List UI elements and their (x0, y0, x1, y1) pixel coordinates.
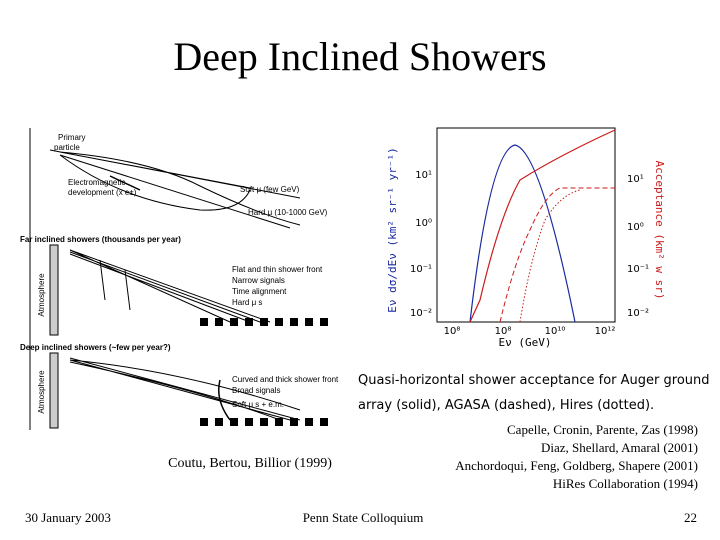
y-tick-label: 10¹ (415, 170, 432, 181)
y-axis-label: Eν dσ/dEν (km² sr⁻¹ yr⁻¹) (386, 147, 399, 313)
heading: Deep inclined showers (~few per year?) (20, 343, 171, 352)
y2-tick-label: 10⁰ (627, 222, 644, 233)
y-tick-label: 10⁰ (415, 218, 432, 229)
y2-tick-label: 10⁻¹ (627, 264, 649, 275)
label: Primary (58, 133, 86, 142)
label: Time alignment (232, 287, 287, 296)
citation: HiRes Collaboration (1994) (553, 476, 698, 491)
footer-venue: Penn State Colloquium (303, 510, 424, 525)
label: Soft μ s + e.m. (232, 400, 284, 409)
label: Electromagnetic (68, 178, 125, 187)
x-tick-label: 10⁸ (495, 326, 512, 337)
caption: array (solid), AGASA (dashed), Hires (do… (358, 398, 654, 413)
label: Hard μ s (232, 298, 262, 307)
slide-title: Deep Inclined Showers (173, 34, 546, 79)
plot (436, 127, 616, 323)
page-number: 22 (684, 510, 697, 525)
citation: Capelle, Cronin, Parente, Zas (1998) (507, 422, 698, 437)
x-tick-label: 10⁸ (444, 326, 461, 337)
label: Hard μ (10-1000 GeV) (248, 208, 328, 217)
y-tick-label: 10⁻¹ (410, 264, 432, 275)
citation: Anchordoqui, Feng, Goldberg, Shapere (20… (455, 458, 698, 473)
label: Narrow signals (232, 276, 285, 285)
label: Broad signals (232, 386, 280, 395)
label: particle (54, 143, 80, 152)
heading: Far inclined showers (thousands per year… (20, 235, 181, 244)
label: development (x e±) (68, 188, 137, 197)
y2-axis-label: Acceptance (km² w sr) (653, 160, 666, 299)
label: Soft μ (few GeV) (240, 185, 300, 194)
citation: Diaz, Shellard, Amaral (2001) (541, 440, 698, 455)
detectors (200, 318, 328, 426)
x-tick-label: 10¹² (595, 326, 616, 337)
x-axis-label: Eν (GeV) (499, 336, 552, 349)
y2-tick-label: 10¹ (627, 174, 644, 185)
y2-tick-label: 10⁻² (627, 308, 649, 319)
shower-diagram (29, 128, 301, 430)
label: Atmosphere (37, 273, 46, 317)
label: Curved and thick shower front (232, 375, 339, 384)
x-tick-label: 10¹⁰ (545, 326, 566, 337)
y-tick-label: 10⁻² (410, 308, 432, 319)
caption: Quasi-horizontal shower acceptance for A… (358, 373, 710, 388)
label: Atmosphere (37, 370, 46, 414)
citation: Coutu, Bertou, Billior (1999) (168, 456, 332, 471)
label: Flat and thin shower front (232, 265, 323, 274)
footer-date: 30 January 2003 (25, 510, 111, 525)
